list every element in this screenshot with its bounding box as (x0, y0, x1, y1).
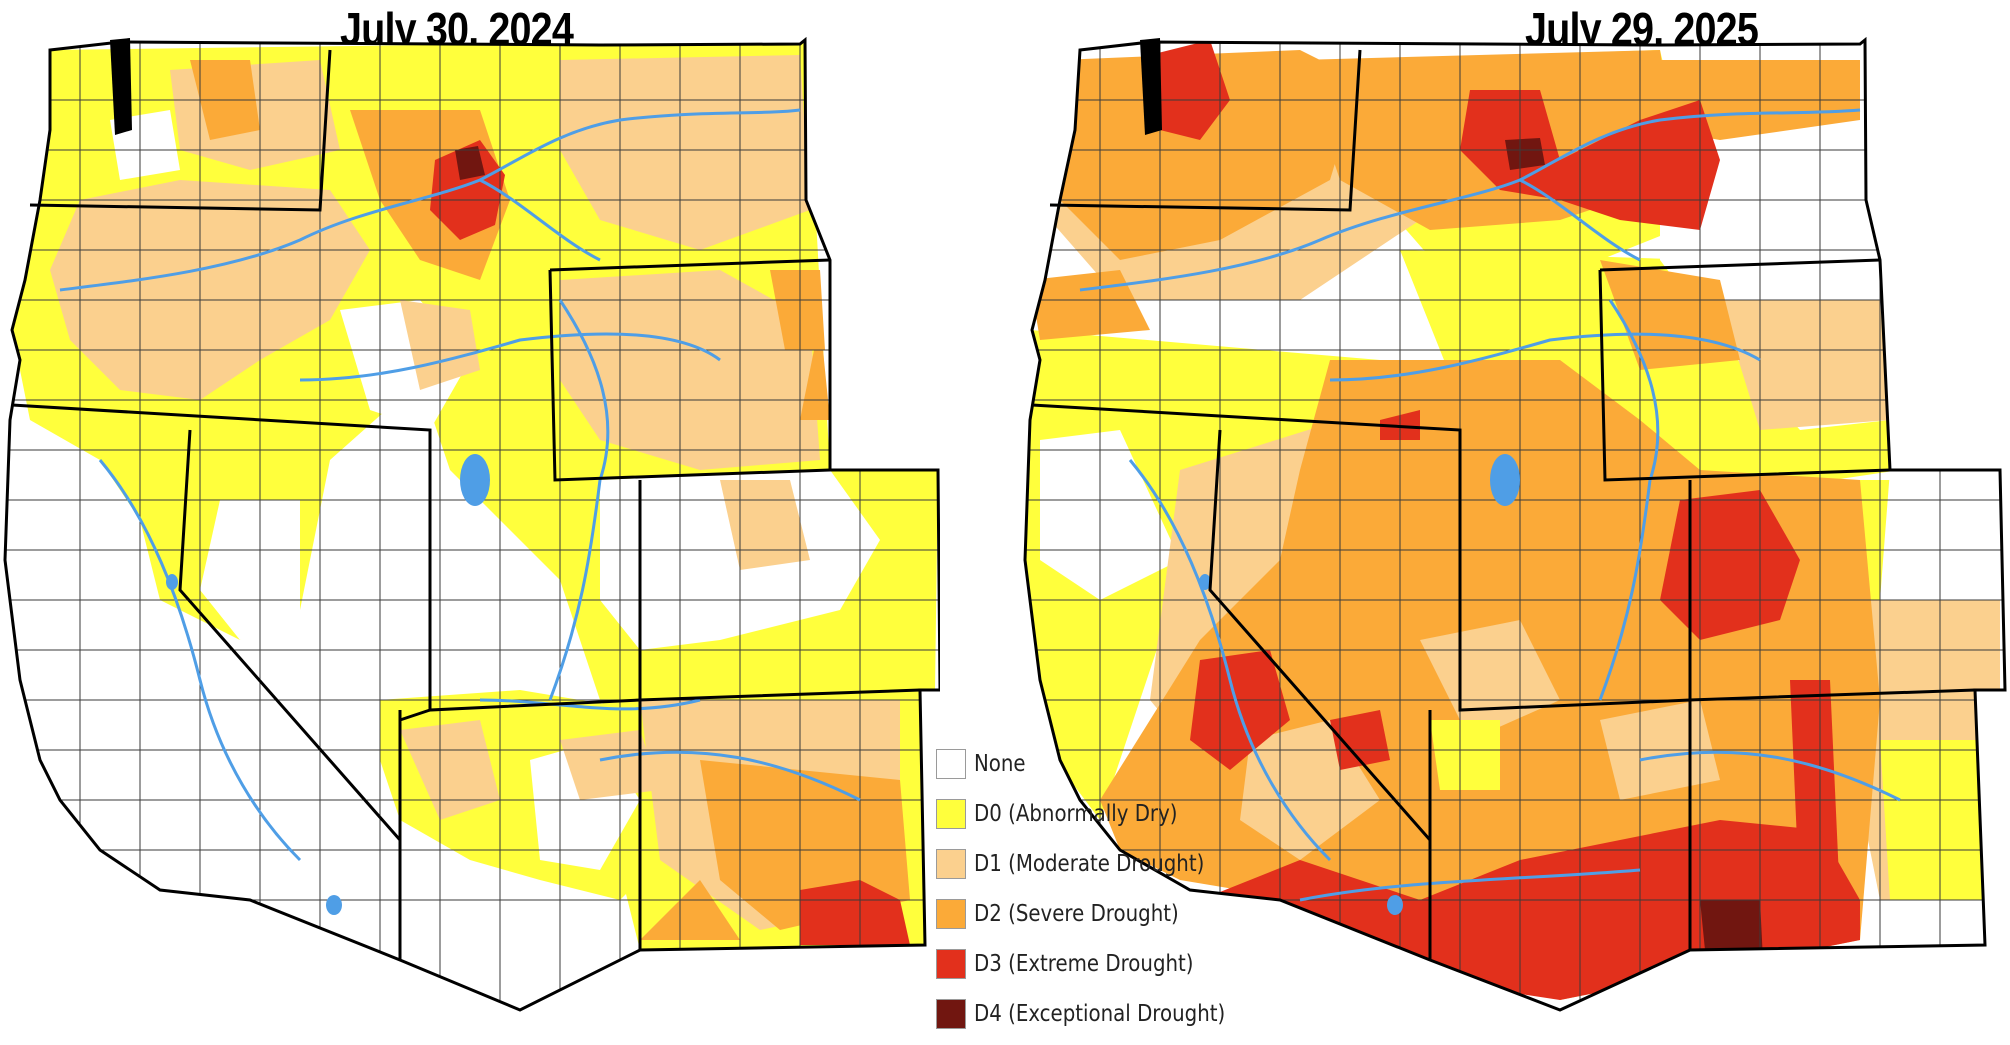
legend-swatch (936, 799, 966, 829)
legend-label: None (974, 751, 1026, 777)
legend-swatch (936, 899, 966, 929)
legend-label: D0 (Abnormally Dry) (974, 801, 1178, 827)
legend-label: D3 (Extreme Drought) (974, 951, 1194, 977)
legend-label: D4 (Exceptional Drought) (974, 1001, 1226, 1027)
legend-swatch (936, 749, 966, 779)
drought-map-2024 (3, 36, 940, 1012)
legend-swatch (936, 999, 966, 1029)
drought-map-2025 (1023, 36, 2007, 1012)
legend-swatch (936, 849, 966, 879)
legend-swatch (936, 949, 966, 979)
legend-label: D1 (Moderate Drought) (974, 851, 1205, 877)
legend-label: D2 (Severe Drought) (974, 901, 1179, 927)
